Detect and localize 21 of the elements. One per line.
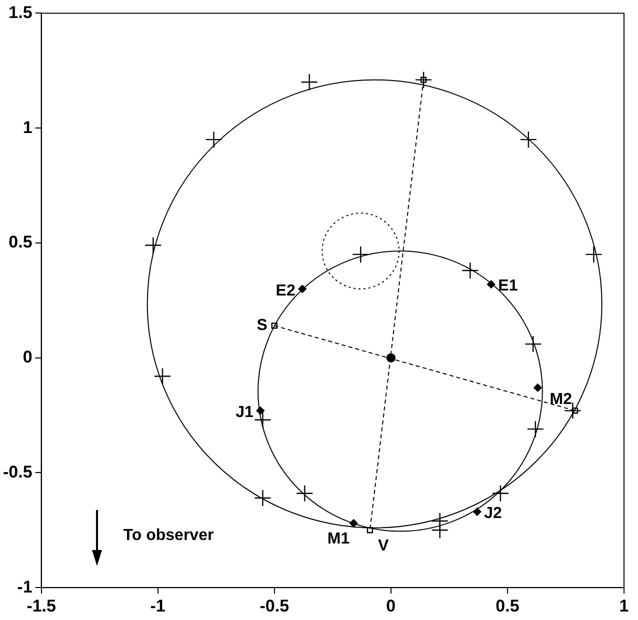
x-tick-label: 0	[386, 596, 396, 616]
x-tick-label: -1.5	[26, 596, 56, 616]
annotation: S	[256, 317, 268, 334]
y-tick-label: 0	[22, 348, 32, 367]
annotation: J1	[236, 404, 254, 422]
annotation: E1	[498, 278, 518, 295]
y-tick-label: 1.5	[8, 2, 32, 22]
y-tick-label: -0.5	[2, 462, 32, 482]
x-tick-label: -1	[150, 596, 166, 616]
annotation: To observer	[123, 527, 214, 544]
x-tick-label: -0.5	[260, 596, 290, 616]
annotation: J2	[484, 505, 502, 522]
annotation: M1	[327, 530, 350, 548]
x-tick-label: 0.5	[496, 596, 520, 616]
annotation: V	[378, 538, 389, 555]
y-tick-label: 1	[22, 118, 32, 137]
annotation: M2	[550, 391, 572, 408]
y-tick-label: 0.5	[8, 232, 32, 252]
x-tick-label: 1	[619, 596, 629, 616]
annotation: E2	[276, 282, 296, 300]
y-tick-label: -1	[17, 577, 32, 596]
